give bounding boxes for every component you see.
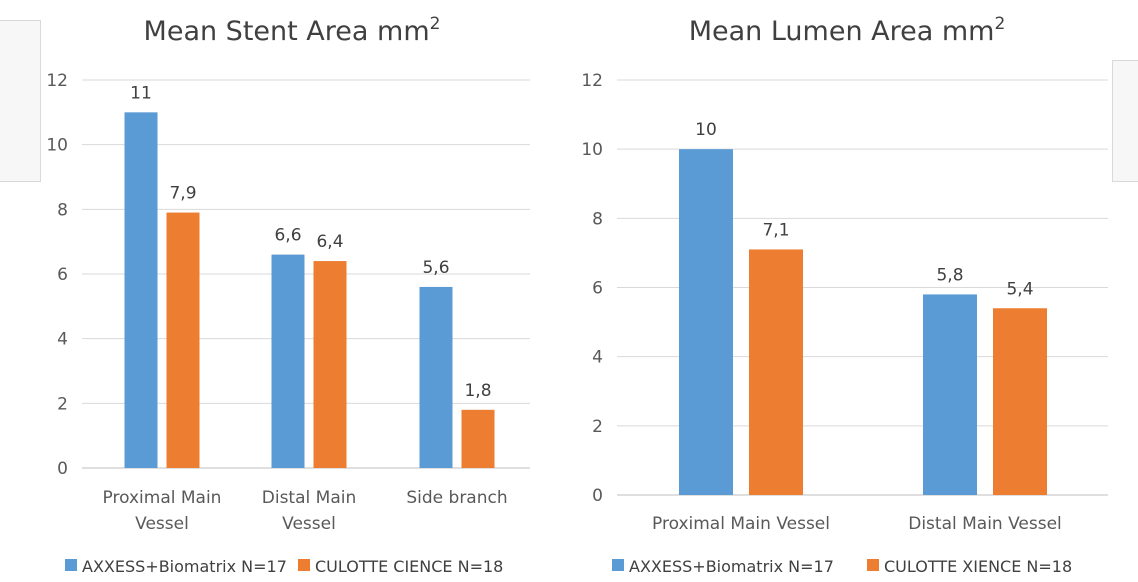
y-tick-label: 12 — [46, 71, 68, 91]
category-label: Proximal Main — [103, 488, 222, 508]
bar — [993, 308, 1047, 495]
legend-swatch — [867, 559, 879, 571]
y-tick-label: 2 — [57, 394, 68, 414]
category-label: Vessel — [282, 514, 336, 534]
category-label: Vessel — [135, 514, 189, 534]
y-tick-label: 10 — [46, 136, 68, 156]
data-label: 1,8 — [464, 381, 491, 401]
data-label: 6,4 — [316, 232, 343, 252]
y-tick-label: 6 — [57, 265, 68, 285]
bar — [419, 286, 453, 468]
y-tick-label: 12 — [581, 71, 603, 91]
chart-title: Mean Lumen Area mm2 — [689, 14, 1006, 47]
y-tick-label: 4 — [57, 330, 68, 350]
legend-swatch — [298, 559, 310, 571]
bar — [679, 149, 733, 495]
legend-label: CULOTTE XIENCE N=18 — [884, 557, 1072, 576]
bar — [923, 294, 977, 495]
data-label: 7,9 — [169, 184, 196, 204]
legend-label: AXXESS+Biomatrix N=17 — [82, 557, 287, 576]
y-tick-label: 8 — [57, 200, 68, 220]
title-superscript: 2 — [994, 14, 1005, 34]
bar — [124, 112, 158, 468]
category-label: Proximal Main Vessel — [652, 514, 830, 534]
y-tick-label: 2 — [592, 417, 603, 437]
y-tick-label: 10 — [581, 140, 603, 160]
y-tick-label: 4 — [592, 348, 603, 368]
data-label: 7,1 — [762, 220, 789, 240]
left-edge-tab — [0, 20, 41, 182]
y-tick-label: 8 — [592, 209, 603, 229]
category-label: Distal Main Vessel — [908, 514, 1062, 534]
data-label: 5,8 — [936, 265, 963, 285]
chart-title: Mean Stent Area mm2 — [144, 14, 441, 47]
legend-swatch — [65, 559, 77, 571]
data-label: 6,6 — [274, 226, 301, 246]
chart-2: Mean Lumen Area mm2 0 2 4 6 8 10 12 10 7,1 Proxima… — [581, 14, 1108, 576]
chart-1: Mean Stent Area mm2 0 2 4 6 8 10 12 11 7,9 Proxima… — [46, 14, 530, 576]
legend-label: AXXESS+Biomatrix N=17 — [629, 557, 834, 576]
data-label: 5,4 — [1006, 279, 1033, 299]
data-label: 10 — [695, 120, 717, 140]
bar — [271, 254, 305, 468]
category-label: Distal Main — [262, 488, 356, 508]
data-label: 11 — [130, 83, 152, 103]
legend-swatch — [612, 559, 624, 571]
y-tick-label: 0 — [57, 459, 68, 479]
data-label: 5,6 — [422, 258, 449, 278]
bar — [749, 249, 803, 495]
y-tick-label: 0 — [592, 486, 603, 506]
legend-label: CULOTTE CIENCE N=18 — [315, 557, 503, 576]
title-superscript: 2 — [430, 14, 441, 34]
y-tick-label: 6 — [592, 279, 603, 299]
category-label: Side branch — [406, 488, 507, 508]
bar — [313, 261, 347, 468]
bar — [461, 409, 495, 468]
bar — [166, 212, 200, 468]
right-edge-tab — [1112, 60, 1138, 182]
